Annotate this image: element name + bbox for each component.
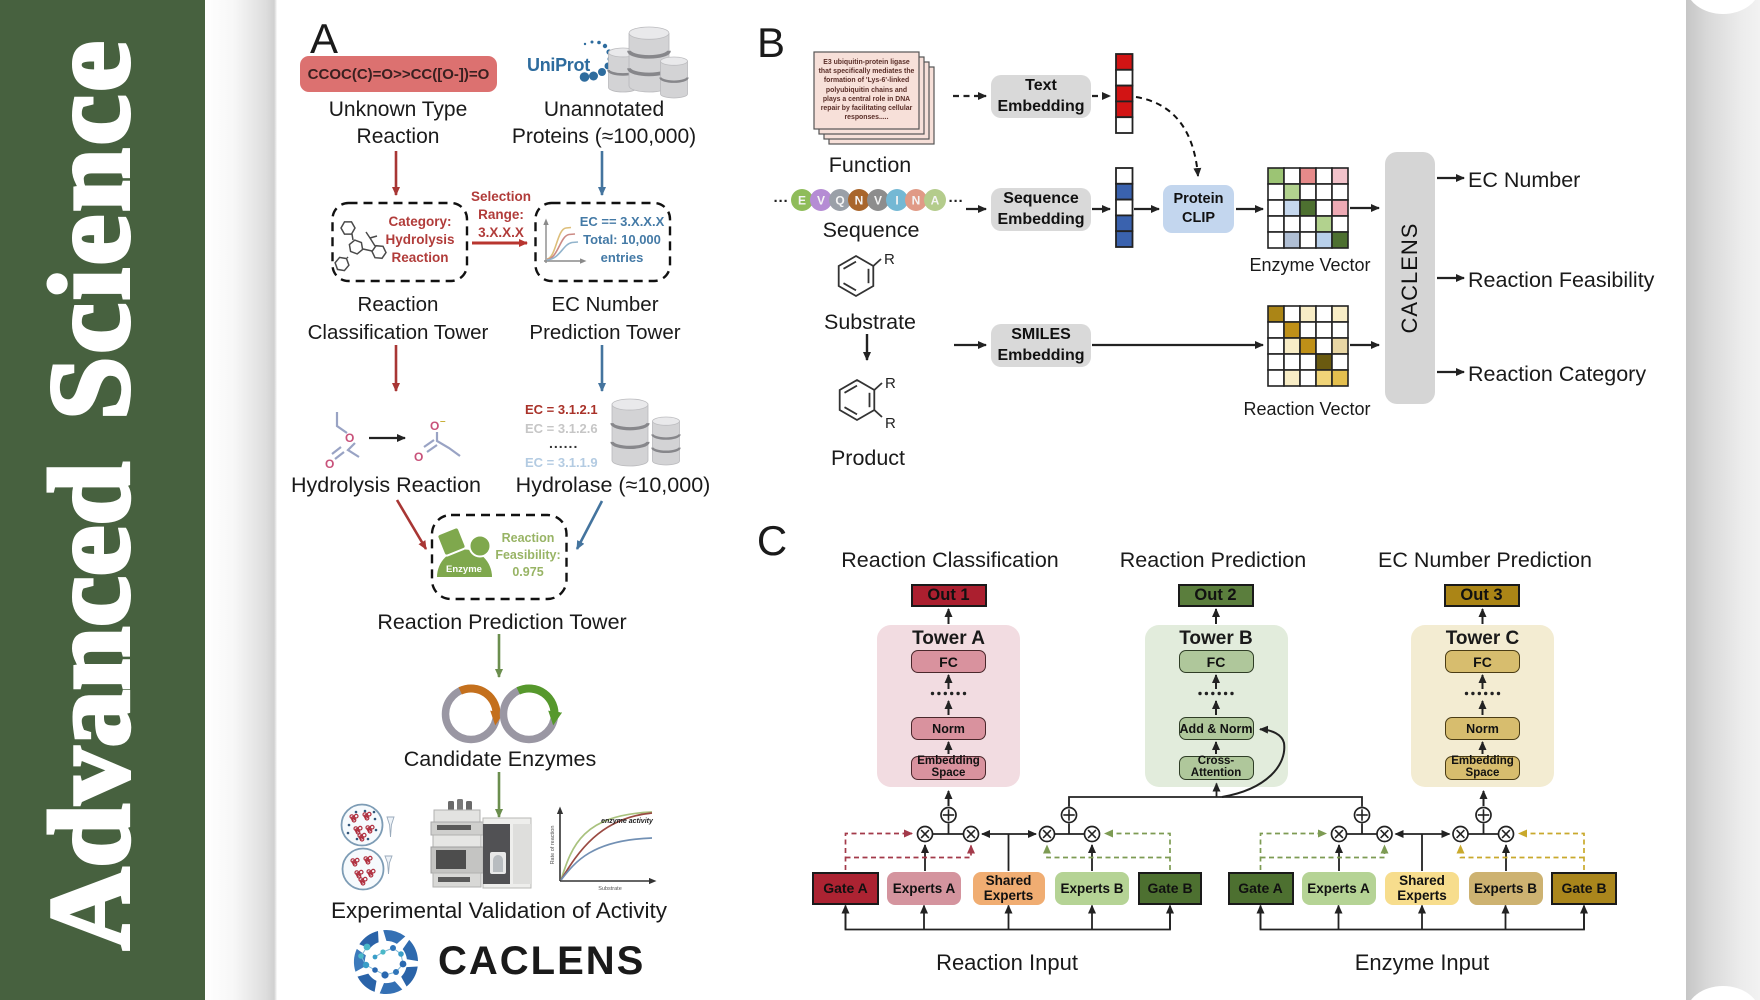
svg-text:N: N bbox=[855, 194, 864, 208]
svg-text:O: O bbox=[414, 450, 423, 464]
svg-text:R: R bbox=[884, 251, 895, 268]
svg-text:UniProt: UniProt bbox=[527, 55, 590, 75]
svg-text:R: R bbox=[885, 415, 896, 432]
svg-text:–: – bbox=[440, 416, 446, 427]
svg-text:Rate of reaction: Rate of reaction bbox=[550, 826, 556, 865]
svg-text:O: O bbox=[325, 457, 334, 471]
svg-text:R: R bbox=[885, 375, 896, 392]
svg-text:E: E bbox=[798, 194, 806, 208]
svg-text:enzyme activity: enzyme activity bbox=[601, 818, 654, 825]
svg-text:···: ··· bbox=[949, 193, 964, 210]
svg-text:N: N bbox=[912, 194, 921, 208]
svg-text:V: V bbox=[874, 194, 882, 208]
svg-text:O: O bbox=[430, 419, 439, 433]
svg-text:I: I bbox=[895, 194, 898, 208]
svg-text:Substrate: Substrate bbox=[598, 886, 622, 892]
svg-text:A: A bbox=[931, 194, 940, 208]
svg-text:···: ··· bbox=[774, 193, 789, 210]
svg-text:O: O bbox=[345, 431, 354, 445]
svg-text:Q: Q bbox=[835, 194, 844, 208]
svg-text:V: V bbox=[817, 194, 825, 208]
